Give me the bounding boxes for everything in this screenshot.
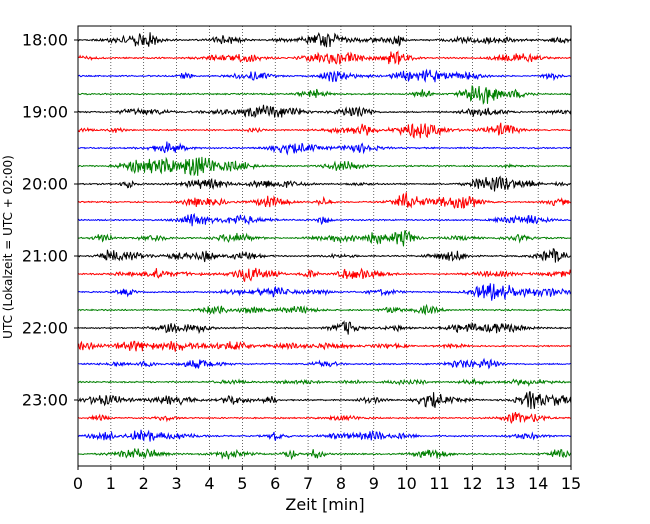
y-tick-label: 22:00 [22, 319, 68, 338]
seismic-trace-line [77, 303, 571, 316]
seismic-trace-line [77, 85, 571, 105]
seismic-trace-line [77, 192, 572, 209]
x-tick-label: 8 [336, 474, 346, 493]
x-tick-label: 15 [561, 474, 581, 493]
seismic-trace-line [77, 267, 572, 282]
x-tick-label: 1 [106, 474, 116, 493]
seismic-trace-line [77, 377, 571, 387]
seismic-trace-line [77, 320, 572, 335]
x-tick-label: 9 [369, 474, 379, 493]
seismic-trace-line [77, 248, 571, 263]
seismic-traces [77, 31, 572, 461]
x-tick-label: 11 [429, 474, 449, 493]
x-tick-label: 13 [495, 474, 515, 493]
seismic-trace-line [77, 229, 571, 247]
x-tick-label: 12 [462, 474, 482, 493]
x-tick-label: 10 [396, 474, 416, 493]
x-tick-label: 5 [237, 474, 247, 493]
seismic-trace-line [77, 156, 571, 177]
seismic-trace-line [77, 212, 571, 227]
y-tick-label: 20:00 [22, 175, 68, 194]
x-tick-label: 4 [204, 474, 214, 493]
seismic-trace-line [77, 340, 571, 352]
plot-frame [77, 25, 572, 467]
y-axis-label: UTC (Lokalzeit = UTC + 02:00) [1, 155, 15, 339]
seismic-trace-line [77, 429, 572, 442]
seismic-trace-line [77, 391, 572, 410]
y-tick-label: 19:00 [22, 103, 68, 122]
seismic-trace-line [77, 31, 572, 48]
x-tick-label: 6 [270, 474, 280, 493]
x-tick-label: 3 [172, 474, 182, 493]
x-axis-ticks: 0 1 2 3 4 5 6 7 8 9 10 11 12 13 14 15 [73, 466, 581, 493]
y-tick-label: 21:00 [22, 247, 68, 266]
seismic-trace-line [77, 122, 571, 139]
seismic-trace-line [77, 283, 572, 301]
x-tick-label: 0 [73, 474, 83, 493]
x-tick-label: 7 [303, 474, 313, 493]
seismic-trace-line [77, 50, 571, 65]
seismic-trace-line [77, 411, 571, 424]
x-tick-label: 2 [139, 474, 149, 493]
y-axis-ticks: 18:00 19:00 20:00 21:00 22:00 23:00 [22, 31, 78, 410]
x-axis-label: Zeit [min] [285, 495, 364, 514]
y-tick-label: 18:00 [22, 31, 68, 50]
seismic-trace-line [77, 357, 571, 370]
seismic-trace-line [77, 68, 572, 83]
grid-lines [110, 26, 539, 466]
seismic-trace-line [77, 141, 572, 156]
seismic-trace-line [77, 104, 572, 119]
seismic-trace-line [77, 448, 572, 461]
y-tick-label: 23:00 [22, 391, 68, 410]
x-tick-label: 14 [528, 474, 548, 493]
seismic-trace-line [77, 175, 572, 192]
